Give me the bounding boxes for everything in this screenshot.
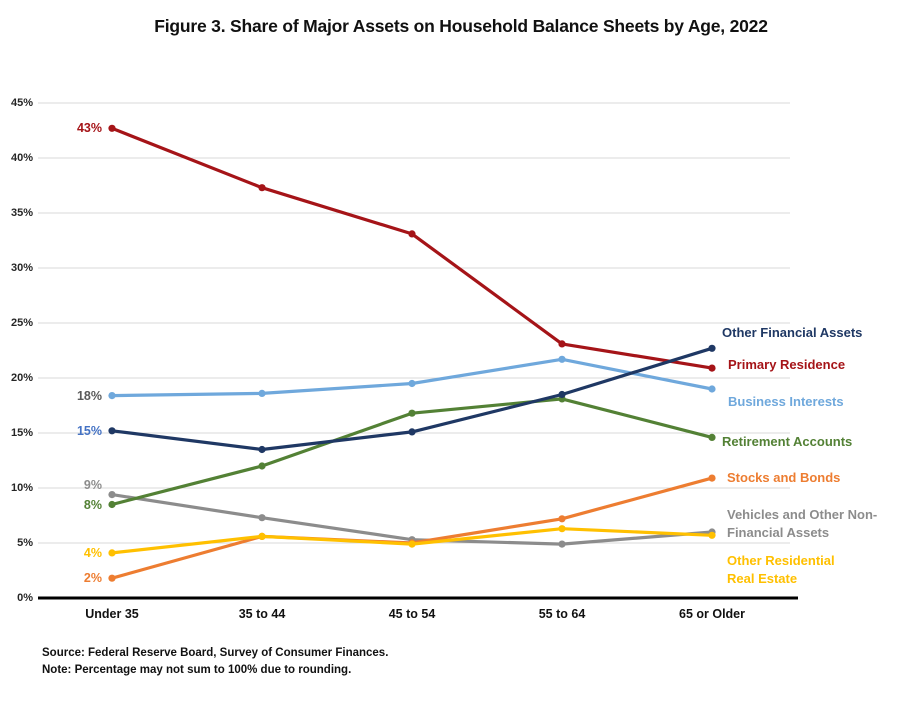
y-axis-tick-label: 35% xyxy=(10,207,33,219)
series-point-business-interests-4 xyxy=(708,385,716,393)
series-legend-label-vehicles-and-other-non-financial-assets: Vehicles and Other Non- Financial Assets xyxy=(727,507,878,540)
series-point-business-interests-0 xyxy=(108,392,116,400)
series-point-other-residential-real-estate-4 xyxy=(708,531,716,539)
series-point-retirement-accounts-4 xyxy=(708,433,716,441)
series-point-primary-residence-3 xyxy=(558,340,566,348)
series-point-primary-residence-2 xyxy=(408,230,416,238)
series-point-other-residential-real-estate-1 xyxy=(258,532,266,541)
series-legend-label-stocks-and-bonds: Stocks and Bonds xyxy=(727,470,841,485)
series-point-other-residential-real-estate-2 xyxy=(408,540,416,548)
series-point-retirement-accounts-1 xyxy=(258,462,266,470)
series-point-stocks-and-bonds-0 xyxy=(108,574,116,582)
series-point-primary-residence-1 xyxy=(258,184,266,192)
y-axis-tick-label: 5% xyxy=(17,537,33,549)
series-start-label-primary-residence: 43% xyxy=(76,121,102,136)
y-axis-tick-label: 25% xyxy=(10,317,33,329)
series-start-label-stocks-and-bonds: 2% xyxy=(83,571,102,586)
series-start-label-other-financial-assets: 15% xyxy=(76,423,102,438)
series-legend-label-other-financial-assets: Other Financial Assets xyxy=(722,325,863,340)
series-start-label-retirement-accounts: 8% xyxy=(83,497,102,512)
y-axis-tick-label: 45% xyxy=(10,97,33,109)
series-point-business-interests-1 xyxy=(258,389,266,397)
series-point-other-financial-assets-1 xyxy=(258,445,266,454)
x-axis-category-label: Under 35 xyxy=(85,607,139,621)
series-start-label-business-interests: 18% xyxy=(76,388,102,403)
series-start-label-vehicles-and-other-non-financial-assets: 9% xyxy=(83,477,102,492)
series-point-business-interests-3 xyxy=(558,355,566,363)
series-point-retirement-accounts-2 xyxy=(408,409,416,417)
series-point-vehicles-and-other-non-financial-assets-3 xyxy=(558,540,566,548)
series-point-other-residential-real-estate-0 xyxy=(108,549,116,557)
note-text: Note: Percentage may not sum to 100% due… xyxy=(42,664,352,676)
series-legend-label-other-residential-real-estate: Other Residential Real Estate xyxy=(727,553,835,586)
series-point-other-financial-assets-2 xyxy=(408,428,416,436)
series-point-other-financial-assets-3 xyxy=(558,390,566,399)
series-point-stocks-and-bonds-3 xyxy=(558,515,566,523)
series-legend-label-business-interests: Business Interests xyxy=(728,394,844,409)
y-axis-tick-label: 40% xyxy=(10,152,33,164)
x-axis-category-label: 55 to 64 xyxy=(538,607,586,621)
series-point-other-residential-real-estate-3 xyxy=(558,525,566,533)
x-axis-category-label: 65 or Older xyxy=(679,607,745,621)
y-axis-tick-label: 30% xyxy=(10,262,33,274)
series-point-stocks-and-bonds-4 xyxy=(708,474,716,482)
series-point-vehicles-and-other-non-financial-assets-0 xyxy=(108,491,116,499)
x-axis-category-label: 45 to 54 xyxy=(388,607,436,621)
series-point-primary-residence-0 xyxy=(108,124,116,132)
series-legend-label-primary-residence: Primary Residence xyxy=(728,357,846,372)
series-point-retirement-accounts-0 xyxy=(108,500,116,509)
series-start-label-other-residential-real-estate: 4% xyxy=(83,545,102,560)
series-line-stocks-and-bonds xyxy=(111,476,713,580)
series-point-business-interests-2 xyxy=(408,379,416,388)
y-axis-tick-label: 20% xyxy=(10,372,33,384)
y-axis-tick-label: 0% xyxy=(17,592,33,604)
chart-title: Figure 3. Share of Major Assets on House… xyxy=(154,16,768,36)
source-text: Source: Federal Reserve Board, Survey of… xyxy=(42,647,389,659)
series-legend-label-retirement-accounts: Retirement Accounts xyxy=(722,434,853,449)
y-axis-tick-label: 10% xyxy=(10,482,33,494)
series-point-other-financial-assets-0 xyxy=(108,427,116,435)
series-point-vehicles-and-other-non-financial-assets-1 xyxy=(258,514,266,522)
x-axis-category-label: 35 to 44 xyxy=(238,607,286,621)
y-axis-tick-label: 15% xyxy=(10,427,33,439)
series-point-primary-residence-4 xyxy=(708,364,716,372)
series-point-other-financial-assets-4 xyxy=(708,344,716,352)
chart-footer: Source: Federal Reserve Board, Survey of… xyxy=(42,645,388,679)
series-line-primary-residence xyxy=(111,126,713,370)
